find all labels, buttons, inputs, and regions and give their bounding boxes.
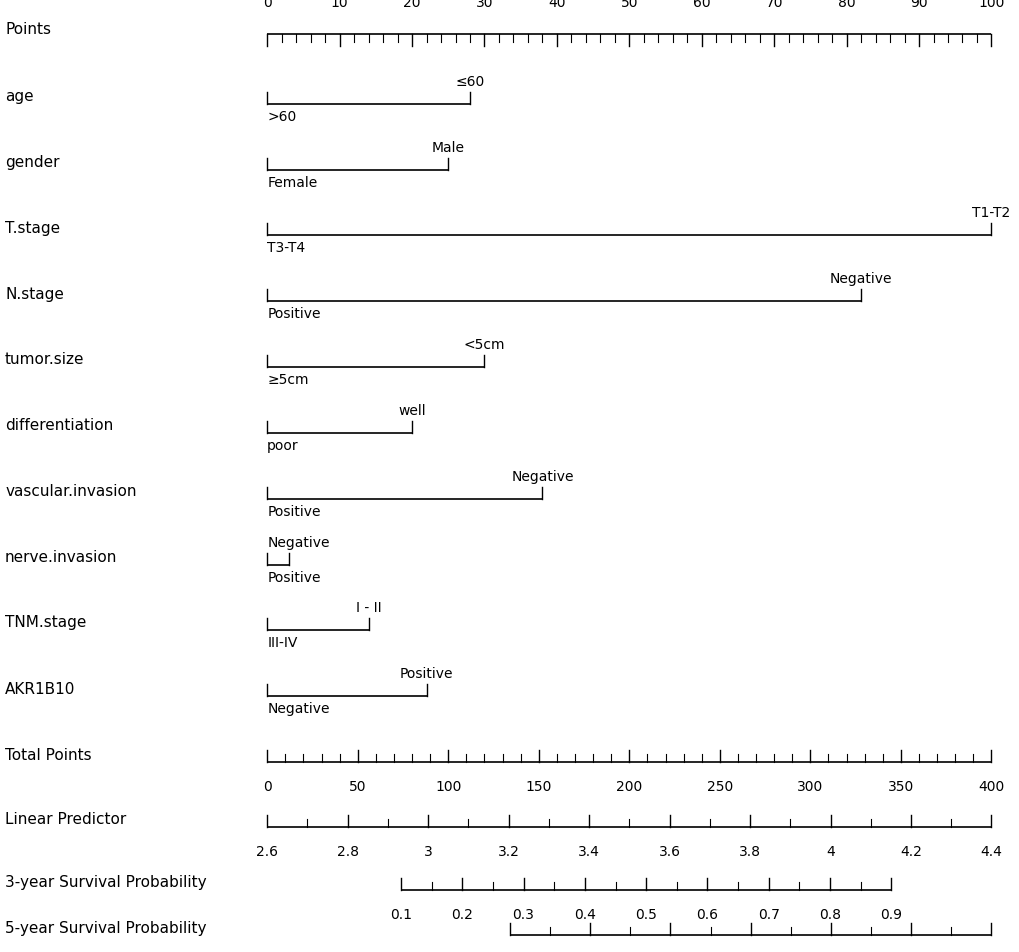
Text: <5cm: <5cm — [464, 337, 504, 351]
Text: 100: 100 — [435, 780, 461, 793]
Text: 0.6: 0.6 — [696, 907, 717, 922]
Text: 4.4: 4.4 — [979, 844, 1002, 859]
Text: 0.1: 0.1 — [389, 907, 412, 922]
Text: Positive: Positive — [267, 570, 320, 585]
Text: gender: gender — [5, 155, 59, 170]
Text: Negative: Negative — [267, 535, 329, 549]
Text: Positive: Positive — [399, 666, 452, 680]
Text: III-IV: III-IV — [267, 635, 298, 649]
Text: 60: 60 — [692, 0, 710, 10]
Text: 80: 80 — [837, 0, 855, 10]
Text: Positive: Positive — [267, 505, 320, 518]
Text: N.stage: N.stage — [5, 287, 64, 301]
Text: 300: 300 — [797, 780, 822, 793]
Text: 150: 150 — [525, 780, 551, 793]
Text: Linear Predictor: Linear Predictor — [5, 812, 126, 826]
Text: T1-T2: T1-T2 — [971, 206, 1010, 220]
Text: Negative: Negative — [267, 701, 329, 715]
Text: 20: 20 — [403, 0, 421, 10]
Text: poor: poor — [267, 438, 299, 452]
Text: 0: 0 — [263, 0, 271, 10]
Text: 30: 30 — [475, 0, 493, 10]
Text: 0: 0 — [263, 780, 271, 793]
Text: 400: 400 — [977, 780, 1004, 793]
Text: 0.9: 0.9 — [879, 907, 902, 922]
Text: Positive: Positive — [267, 307, 320, 321]
Text: 0.2: 0.2 — [450, 907, 473, 922]
Text: 0.7: 0.7 — [757, 907, 779, 922]
Text: 70: 70 — [764, 0, 783, 10]
Text: 10: 10 — [330, 0, 348, 10]
Text: Total Points: Total Points — [5, 746, 92, 762]
Text: well: well — [397, 404, 426, 417]
Text: 3.8: 3.8 — [739, 844, 760, 859]
Text: ≥5cm: ≥5cm — [267, 372, 309, 387]
Text: 3.4: 3.4 — [578, 844, 599, 859]
Text: AKR1B10: AKR1B10 — [5, 681, 75, 696]
Text: 50: 50 — [348, 780, 366, 793]
Text: 0.5: 0.5 — [635, 907, 656, 922]
Text: 200: 200 — [615, 780, 642, 793]
Text: 0.3: 0.3 — [513, 907, 534, 922]
Text: 2.6: 2.6 — [256, 844, 278, 859]
Text: age: age — [5, 89, 34, 105]
Text: 5-year Survival Probability: 5-year Survival Probability — [5, 920, 207, 935]
Text: >60: >60 — [267, 109, 297, 124]
Text: Male: Male — [431, 141, 465, 154]
Text: differentiation: differentiation — [5, 418, 113, 433]
Text: T3-T4: T3-T4 — [267, 241, 305, 254]
Text: 3: 3 — [423, 844, 432, 859]
Text: Female: Female — [267, 175, 317, 189]
Text: 0.8: 0.8 — [818, 907, 841, 922]
Text: 0.4: 0.4 — [574, 907, 595, 922]
Text: Points: Points — [5, 23, 51, 37]
Text: 3-year Survival Probability: 3-year Survival Probability — [5, 875, 207, 889]
Text: vascular.invasion: vascular.invasion — [5, 484, 137, 499]
Text: Negative: Negative — [829, 271, 892, 286]
Text: T.stage: T.stage — [5, 220, 60, 235]
Text: 4: 4 — [825, 844, 835, 859]
Text: 350: 350 — [887, 780, 913, 793]
Text: 3.2: 3.2 — [497, 844, 519, 859]
Text: 100: 100 — [977, 0, 1004, 10]
Text: ≤60: ≤60 — [454, 74, 484, 89]
Text: 90: 90 — [909, 0, 927, 10]
Text: 250: 250 — [706, 780, 733, 793]
Text: Negative: Negative — [511, 469, 573, 484]
Text: 50: 50 — [620, 0, 638, 10]
Text: I - II: I - II — [356, 600, 381, 614]
Text: TNM.stage: TNM.stage — [5, 615, 87, 630]
Text: 40: 40 — [547, 0, 566, 10]
Text: nerve.invasion: nerve.invasion — [5, 550, 117, 565]
Text: 4.2: 4.2 — [899, 844, 921, 859]
Text: 3.6: 3.6 — [658, 844, 680, 859]
Text: 2.8: 2.8 — [336, 844, 359, 859]
Text: tumor.size: tumor.size — [5, 352, 85, 367]
